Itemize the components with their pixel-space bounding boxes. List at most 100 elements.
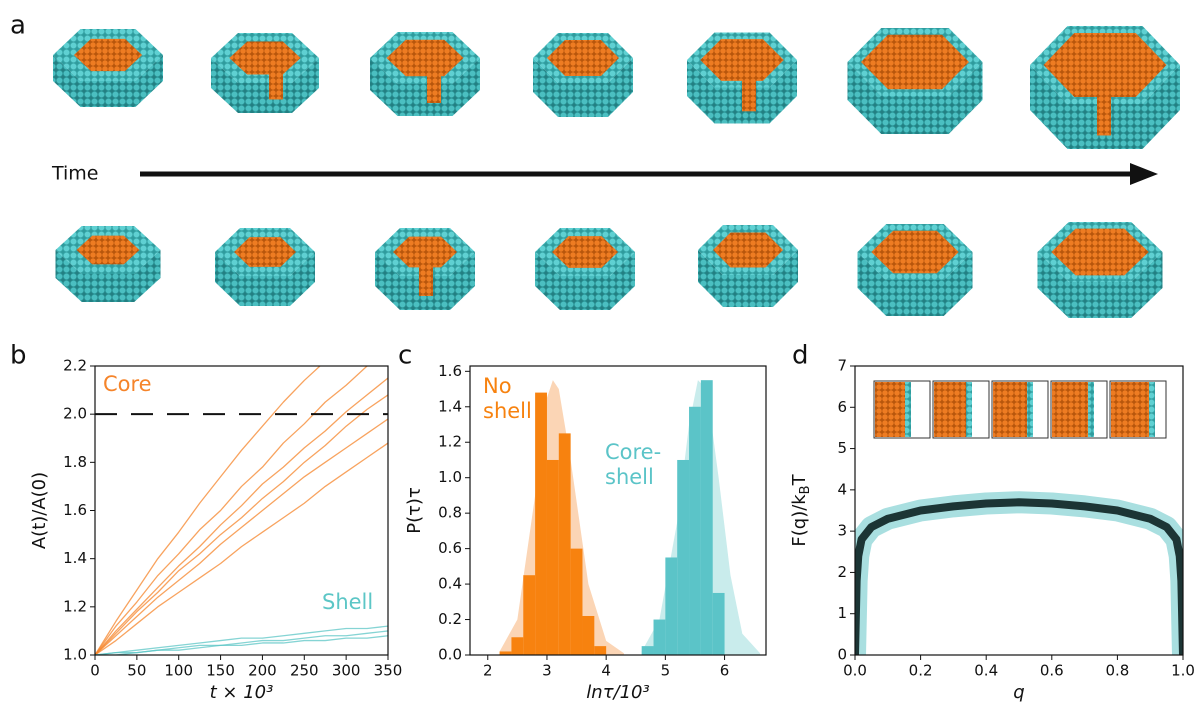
inset-shell: [966, 382, 972, 437]
annotation: Shell: [322, 590, 402, 615]
y-tick-label: 1.8: [63, 453, 87, 471]
chart: a Time b0501001502002503003501.01.21.41.…: [0, 0, 1198, 706]
x-tick-label: 150: [206, 662, 235, 680]
y-tick-label: 1.0: [63, 646, 87, 664]
x-tick-label: 350: [374, 662, 403, 680]
y-tick-label: 7: [837, 357, 847, 375]
bar: [571, 549, 583, 655]
inset-shell: [1149, 382, 1155, 437]
particle-notch: [427, 74, 441, 103]
y-axis-label-part: B: [798, 485, 813, 494]
x-tick-label: 200: [248, 662, 277, 680]
x-tick-label: 1.0: [1171, 662, 1195, 680]
y-tick-label: 2.2: [63, 357, 87, 375]
y-tick-label: 0.2: [438, 610, 462, 628]
particle-notch: [1097, 95, 1111, 136]
bar: [665, 557, 677, 655]
bar: [511, 637, 523, 655]
inset-shell: [1027, 382, 1033, 437]
inset-core: [875, 382, 905, 437]
bar: [523, 575, 535, 655]
x-tick-label: 0.8: [1105, 662, 1129, 680]
x-tick-label: 50: [127, 662, 146, 680]
line: [95, 631, 388, 655]
x-tick-label: 5: [661, 662, 671, 680]
y-tick-label: 1.4: [438, 397, 462, 415]
x-tick-label: 0: [90, 662, 100, 680]
inset-core: [934, 382, 966, 437]
y-tick-label: 1: [837, 604, 847, 622]
x-tick-label: 0.0: [843, 662, 867, 680]
bar: [594, 646, 606, 655]
y-axis-label: P(τ)τ: [404, 487, 425, 534]
x-axis-label: q: [1013, 682, 1024, 703]
y-tick-label: 0.8: [438, 504, 462, 522]
arrow-label: Time: [51, 163, 99, 185]
y-tick-label: 2: [837, 563, 847, 581]
y-tick-label: 1.4: [63, 549, 87, 567]
x-tick-label: 250: [290, 662, 319, 680]
bar: [713, 593, 725, 655]
x-tick-label: 6: [720, 662, 730, 680]
bar: [701, 380, 713, 655]
bar: [535, 393, 547, 655]
arrow-head: [1130, 163, 1158, 185]
y-tick-label: 3: [837, 522, 847, 540]
inset-shell: [905, 382, 911, 437]
y-tick-label: 5: [837, 439, 847, 457]
legend-label: Core-shell: [605, 440, 675, 490]
y-tick-label: 6: [837, 398, 847, 416]
x-tick-label: 0.6: [1040, 662, 1064, 680]
x-tick-label: 2: [483, 662, 493, 680]
inset-shell: [1088, 382, 1094, 437]
y-axis-label: F(q)/kBT: [789, 473, 813, 546]
y-tick-label: 1.0: [438, 468, 462, 486]
plot-area: [855, 502, 1183, 655]
line: [95, 443, 388, 655]
y-tick-label: 0.6: [438, 539, 462, 557]
inset-core: [993, 382, 1027, 437]
x-tick-label: 100: [164, 662, 193, 680]
panel-label: c: [398, 341, 412, 371]
y-tick-label: 1.2: [438, 433, 462, 451]
particle-notch: [742, 79, 756, 111]
line: [95, 419, 388, 655]
x-tick-label: 300: [332, 662, 361, 680]
bar: [677, 460, 689, 655]
x-axis-label: lnτ/10³: [586, 682, 649, 703]
y-tick-label: 1.6: [438, 362, 462, 380]
panel-label: a: [10, 11, 26, 41]
y-axis-label: A(t)/A(0): [29, 472, 50, 549]
bar: [654, 620, 666, 655]
band: [855, 502, 1183, 655]
particle-notch: [269, 73, 283, 100]
inset-core: [1111, 382, 1149, 437]
y-tick-label: 1.2: [63, 597, 87, 615]
y-axis-label-part: F(q)/k: [789, 494, 810, 547]
line: [95, 395, 388, 655]
bar: [642, 646, 654, 655]
annotation: Core: [103, 372, 183, 397]
bar: [582, 616, 594, 655]
legend-label: No shell: [483, 374, 547, 424]
inset-core: [1052, 382, 1088, 437]
y-tick-label: 2.0: [63, 405, 87, 423]
y-tick-label: 1.6: [63, 501, 87, 519]
bar: [559, 433, 571, 655]
panel-label: d: [792, 341, 809, 371]
y-tick-label: 0.0: [438, 646, 462, 664]
y-tick-label: 4: [837, 480, 847, 498]
x-axis-label: t × 10³: [210, 682, 274, 703]
x-tick-label: 0.4: [974, 662, 998, 680]
x-tick-label: 4: [601, 662, 611, 680]
line: [95, 626, 388, 655]
particle-notch: [419, 265, 433, 296]
y-tick-label: 0: [837, 646, 847, 664]
y-tick-label: 0.4: [438, 575, 462, 593]
bar: [547, 460, 559, 655]
bar: [689, 407, 701, 655]
x-tick-label: 3: [542, 662, 552, 680]
figure: a Time b0501001502002503003501.01.21.41.…: [0, 0, 1198, 706]
y-axis-label-part: T: [789, 473, 810, 486]
x-tick-label: 0.2: [909, 662, 933, 680]
